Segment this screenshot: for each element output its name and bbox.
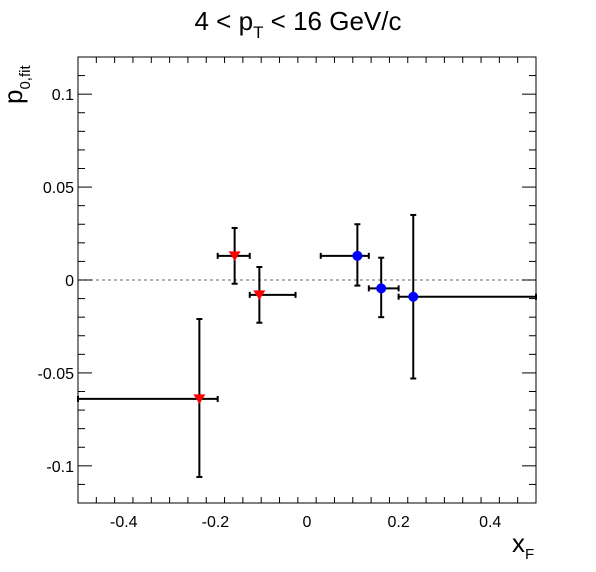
chart-title-sub: T bbox=[253, 23, 263, 42]
y-axis-label: p0,fit bbox=[0, 65, 34, 104]
y-tick-label: 0 bbox=[65, 273, 74, 290]
y-tick-label: 0.05 bbox=[43, 180, 74, 197]
y-axis-label-main: p bbox=[0, 90, 28, 104]
x-tick-label: 0 bbox=[303, 514, 312, 531]
chart-title: 4 < pT < 16 GeV/c bbox=[195, 6, 402, 42]
y-tick-label: 0.1 bbox=[52, 87, 74, 104]
x-tick-label: -0.2 bbox=[202, 514, 230, 531]
plot-area: -0.4 -0.2 0 0.2 0.4 -0.1 -0.05 0 0.05 0.1 bbox=[38, 56, 537, 531]
data-point-circle bbox=[376, 283, 387, 294]
x-tick-label: 0.2 bbox=[387, 514, 409, 531]
data-point-triangle bbox=[193, 394, 206, 405]
y-tick-label: -0.1 bbox=[46, 459, 74, 476]
x-axis-label-main: x bbox=[512, 528, 525, 558]
chart-title-prefix: 4 < p bbox=[195, 6, 254, 36]
y-tick-label: -0.05 bbox=[38, 366, 75, 383]
data-point-triangle bbox=[228, 251, 241, 261]
x-tick-label: 0.4 bbox=[479, 514, 501, 531]
y-axis-label-sub: 0,fit bbox=[17, 65, 34, 90]
x-tick-label: -0.4 bbox=[110, 514, 138, 531]
chart-title-suffix: < 16 GeV/c bbox=[263, 6, 401, 36]
data-point-circle bbox=[408, 291, 419, 302]
x-axis-label-sub: F bbox=[525, 546, 534, 563]
x-axis-label: xF bbox=[512, 528, 534, 563]
data-point-triangle bbox=[253, 290, 266, 300]
data-point-circle bbox=[352, 250, 363, 261]
